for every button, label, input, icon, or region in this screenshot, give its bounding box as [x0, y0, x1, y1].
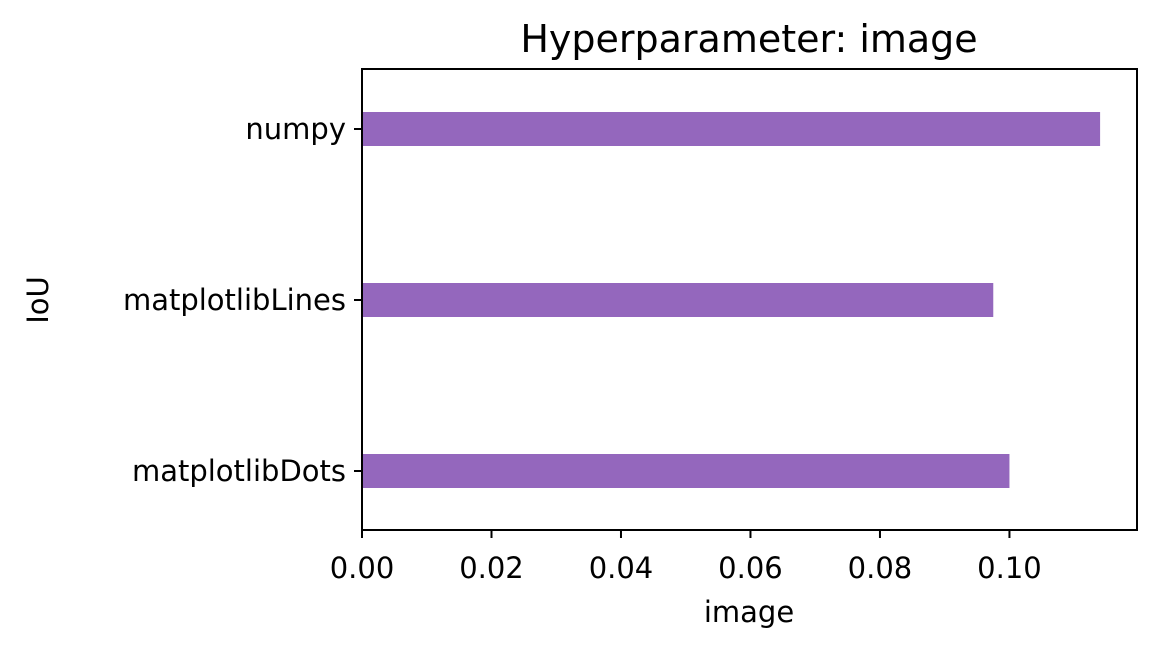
x-tick-label: 0.00 [330, 551, 395, 585]
x-tick-label: 0.06 [718, 551, 783, 585]
y-axis-label: IoU [21, 276, 55, 324]
bar-matplotlibDots [362, 454, 1010, 488]
x-tick-label: 0.08 [848, 551, 913, 585]
x-tick-label: 0.10 [977, 551, 1042, 585]
bars [362, 112, 1101, 488]
x-tick-label: 0.04 [589, 551, 654, 585]
bar-numpy [362, 112, 1101, 146]
chart-title: Hyperparameter: image [520, 17, 977, 61]
bar-matplotlibLines [362, 283, 994, 317]
y-tick-label: numpy [245, 112, 346, 146]
x-axis-ticks: 0.00 0.02 0.04 0.06 0.08 0.10 [330, 530, 1042, 585]
x-axis-label: image [704, 595, 794, 629]
y-tick-label: matplotlibLines [123, 283, 346, 317]
y-tick-label: matplotlibDots [132, 454, 346, 488]
y-axis-ticks: numpy matplotlibLines matplotlibDots [123, 112, 362, 488]
x-tick-label: 0.02 [459, 551, 524, 585]
